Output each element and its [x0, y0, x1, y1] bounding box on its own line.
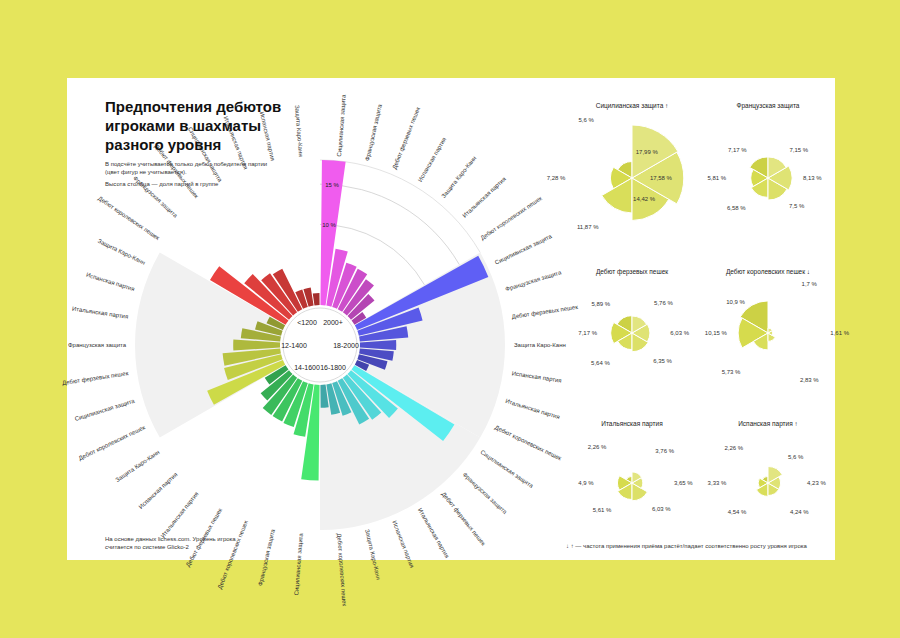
svg-text:4,23 %: 4,23 %	[807, 480, 826, 486]
svg-text:Дебют королевских пешек: Дебют королевских пешек	[494, 424, 563, 461]
svg-text:Дебют королевских пешек: Дебют королевских пешек	[479, 195, 543, 241]
svg-text:7,28 %: 7,28 %	[547, 175, 566, 181]
svg-text:7,17 %: 7,17 %	[728, 147, 747, 153]
svg-text:5,6 %: 5,6 %	[578, 117, 594, 123]
svg-text:10,9 %: 10,9 %	[726, 299, 745, 305]
svg-text:Сицилианская защита ↑: Сицилианская защита ↑	[596, 102, 669, 110]
svg-text:3,76 %: 3,76 %	[655, 448, 674, 454]
svg-text:Сицилианская защита: Сицилианская защита	[479, 449, 534, 489]
svg-text:Дебют королевских пешек: Дебют королевских пешек	[78, 424, 147, 461]
svg-text:Сицилианская защита: Сицилианская защита	[336, 94, 347, 157]
svg-text:2000+: 2000+	[323, 319, 343, 326]
svg-text:Дебют ферзевых пешек: Дебют ферзевых пешек	[596, 268, 668, 276]
svg-text:Испанская партия: Испанская партия	[85, 272, 135, 293]
svg-text:Испанская партия: Испанская партия	[138, 471, 179, 510]
svg-text:10 %: 10 %	[322, 222, 336, 228]
svg-text:Французская защита: Французская защита	[364, 103, 383, 162]
svg-text:Итальянская партия: Итальянская партия	[601, 420, 663, 428]
svg-text:Сицилианская защита: Сицилианская защита	[74, 398, 136, 422]
svg-text:18-2000: 18-2000	[333, 342, 359, 349]
svg-text:Защита Каро-Канн: Защита Каро-Канн	[97, 238, 146, 266]
svg-text:6,03 %: 6,03 %	[652, 506, 671, 512]
svg-text:4,24 %: 4,24 %	[790, 509, 809, 515]
svg-text:10,15 %: 10,15 %	[705, 330, 728, 336]
svg-text:Французская защита: Французская защита	[461, 471, 508, 515]
svg-text:3,65 %: 3,65 %	[674, 480, 693, 486]
svg-text:Защита Каро-Канн: Защита Каро-Канн	[114, 449, 160, 483]
svg-text:Французская защита: Французская защита	[505, 269, 563, 292]
svg-text:5,61 %: 5,61 %	[593, 507, 612, 513]
svg-text:12-1400: 12-1400	[281, 342, 307, 349]
svg-text:4,54 %: 4,54 %	[728, 509, 747, 515]
svg-text:17,58 %: 17,58 %	[650, 175, 673, 181]
svg-text:7,17 %: 7,17 %	[578, 330, 597, 336]
svg-text:2,26 %: 2,26 %	[724, 445, 743, 451]
svg-text:Французская защита: Французская защита	[737, 102, 800, 110]
svg-text:5,64 %: 5,64 %	[591, 360, 610, 366]
svg-text:Французская защита: Французская защита	[68, 342, 127, 348]
svg-text:Дебют королевских пешек: Дебют королевских пешек	[97, 195, 161, 241]
svg-text:Дебют ферзевых пешек: Дебют ферзевых пешек	[62, 370, 129, 386]
svg-text:Сицилианская защита: Сицилианская защита	[293, 532, 304, 595]
svg-text:Дебют ферзевых пешек: Дебют ферзевых пешек	[391, 106, 421, 170]
svg-text:3,33 %: 3,33 %	[708, 480, 727, 486]
svg-text:2,83 %: 2,83 %	[800, 377, 819, 383]
svg-text:Защита Каро-Канн: Защита Каро-Канн	[440, 155, 477, 199]
svg-text:Дебют ферзевых пешек: Дебют ферзевых пешек	[511, 304, 578, 320]
svg-text:1,7 %: 1,7 %	[802, 281, 818, 287]
svg-text:7,15 %: 7,15 %	[789, 147, 808, 153]
svg-text:17,99 %: 17,99 %	[636, 149, 659, 155]
svg-text:Сицилианская защита: Сицилианская защита	[187, 126, 224, 183]
svg-text:Итальянская партия: Итальянская партия	[417, 507, 450, 559]
svg-text:11,87 %: 11,87 %	[577, 224, 599, 230]
svg-text:6,03 %: 6,03 %	[670, 330, 689, 336]
svg-text:Защита Каро-Канн: Защита Каро-Канн	[294, 105, 304, 157]
svg-text:Защита Каро-Канн: Защита Каро-Канн	[364, 529, 381, 581]
svg-text:Итальянская партия: Итальянская партия	[461, 176, 507, 219]
svg-text:Французская защита: Французская защита	[257, 528, 276, 587]
svg-text:6,35 %: 6,35 %	[653, 358, 672, 364]
svg-text:14-1600: 14-1600	[294, 364, 320, 371]
svg-text:15 %: 15 %	[325, 182, 339, 188]
svg-text:Испанская партия ↑: Испанская партия ↑	[738, 420, 798, 428]
svg-text:Испанская партия: Испанская партия	[259, 111, 276, 161]
svg-text:6,58 %: 6,58 %	[727, 205, 746, 211]
svg-text:Дебют королевских пешек: Дебют королевских пешек	[336, 533, 347, 607]
svg-text:Дебют королевских пешек ↓: Дебют королевских пешек ↓	[726, 268, 810, 276]
svg-text:7,5 %: 7,5 %	[789, 203, 805, 209]
svg-text:Защита Каро-Канн: Защита Каро-Канн	[514, 342, 566, 348]
svg-text:Итальянская партия: Итальянская партия	[160, 491, 200, 539]
svg-text:2,26 %: 2,26 %	[588, 444, 607, 450]
svg-text:Сицилианская защита: Сицилианская защита	[494, 233, 553, 266]
svg-text:1,61 %: 1,61 %	[830, 330, 849, 336]
svg-text:4,9 %: 4,9 %	[578, 480, 594, 486]
svg-text:Итальянская партия: Итальянская партия	[72, 305, 129, 319]
svg-text:<1200: <1200	[297, 319, 317, 326]
svg-text:16-1800: 16-1800	[320, 364, 346, 371]
svg-text:5,76 %: 5,76 %	[654, 300, 673, 306]
svg-text:Дебют королевских пешек: Дебют королевских пешек	[217, 519, 249, 589]
svg-text:Испанская партия: Испанская партия	[391, 520, 415, 569]
svg-text:Дебют ферзевых пешек: Дебют ферзевых пешек	[440, 491, 486, 547]
svg-text:Итальянская партия: Итальянская партия	[505, 398, 561, 420]
svg-text:5,6 %: 5,6 %	[788, 454, 804, 460]
svg-text:5,81 %: 5,81 %	[707, 175, 726, 181]
svg-text:14,42 %: 14,42 %	[633, 196, 656, 202]
svg-text:Испанская партия: Испанская партия	[417, 136, 447, 183]
svg-text:5,73 %: 5,73 %	[722, 369, 741, 375]
svg-text:5,89 %: 5,89 %	[591, 301, 610, 307]
svg-text:Испанская партия: Испанская партия	[511, 370, 562, 383]
svg-text:8,13 %: 8,13 %	[803, 175, 822, 181]
